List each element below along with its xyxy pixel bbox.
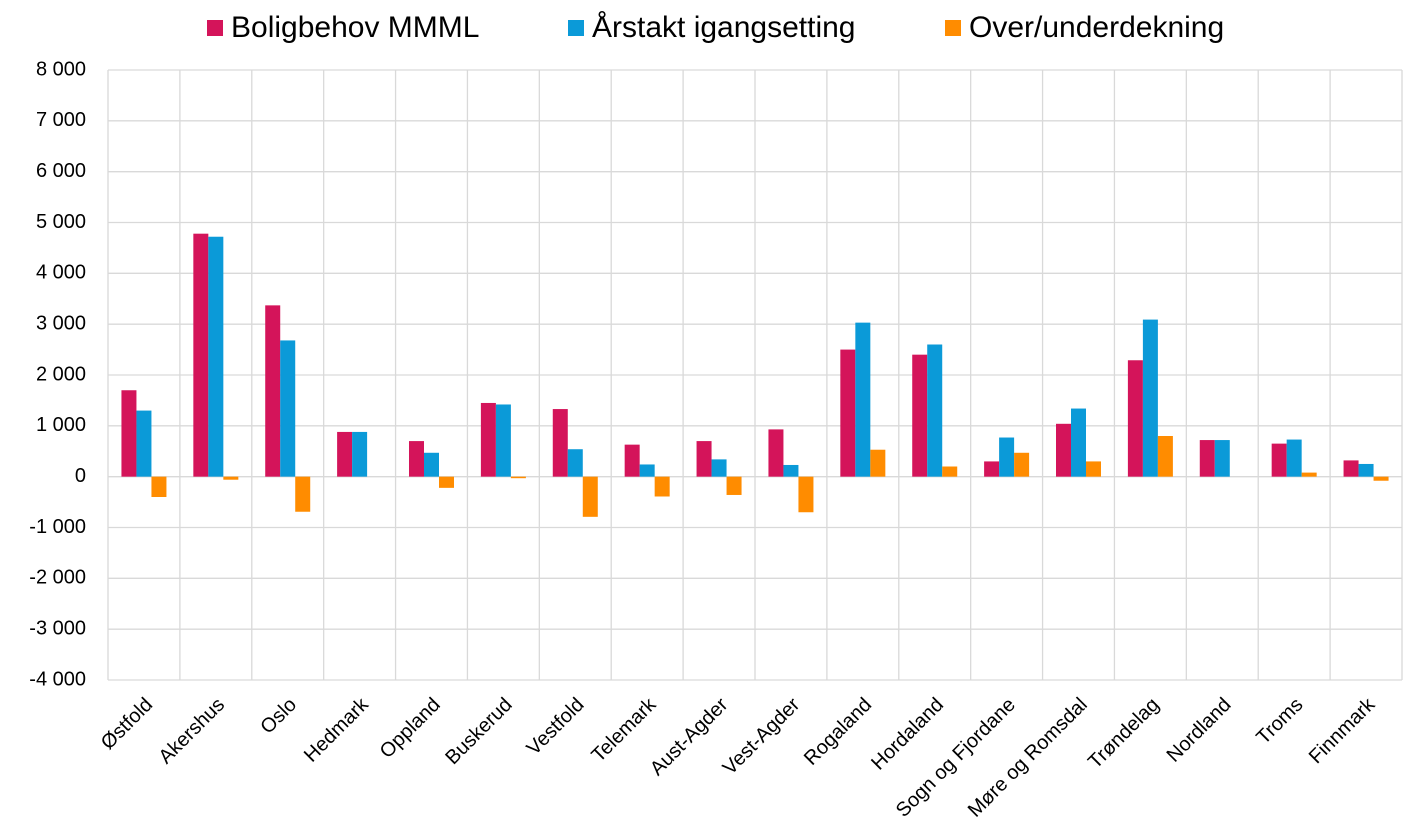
bar [1157, 436, 1173, 477]
bar [1086, 461, 1101, 477]
bar [295, 476, 311, 512]
bar [337, 431, 353, 477]
y-tick-label: 5 000 [36, 211, 86, 233]
bar [1286, 439, 1302, 477]
x-tick-label: Hedmark [300, 693, 374, 767]
bar [624, 444, 640, 477]
bar [121, 390, 137, 477]
legend-swatch [207, 20, 223, 36]
bar [193, 233, 209, 477]
bar [480, 402, 496, 477]
y-tick-label: 4 000 [36, 262, 86, 284]
x-tick-label: Vest-Agder [719, 693, 805, 779]
bar [711, 459, 727, 477]
bar [798, 476, 814, 513]
legend-label: Over/underdekning [969, 11, 1224, 44]
x-tick-label: Finnmark [1305, 693, 1380, 768]
bar [136, 410, 152, 477]
bar [151, 476, 167, 497]
bar [582, 476, 598, 517]
bar [696, 441, 712, 477]
bar [1014, 452, 1030, 477]
bar [1142, 319, 1158, 477]
x-tick-label: Oslo [256, 694, 301, 739]
y-tick-label: -2 000 [29, 567, 86, 589]
bar [1271, 443, 1287, 477]
bar [552, 409, 568, 477]
x-tick-label: Sogn og Fjordane [892, 694, 1020, 822]
x-tick-label: Telemark [588, 693, 662, 767]
bar [1199, 440, 1215, 477]
y-tick-label: 8 000 [36, 58, 86, 80]
x-tick-label: Trøndelag [1084, 694, 1163, 773]
bar [639, 464, 655, 477]
bar [352, 431, 368, 477]
legend-swatch [945, 20, 961, 36]
bar [840, 349, 856, 477]
x-tick-label: Rogaland [800, 694, 876, 770]
bar [1373, 476, 1389, 481]
bar [870, 449, 886, 477]
bar [265, 305, 281, 477]
bar [927, 344, 943, 477]
bar [510, 476, 526, 479]
bar [726, 476, 742, 495]
bar [208, 236, 224, 477]
x-tick-label: Møre og Romsdal [964, 694, 1092, 822]
bar [1301, 472, 1317, 477]
legend-label: Årstakt igangsetting [592, 11, 855, 44]
bar [1214, 440, 1230, 477]
y-tick-label: 7 000 [36, 109, 86, 131]
y-tick-label: 0 [75, 465, 86, 487]
bar [855, 322, 871, 477]
x-tick-label: Østfold [97, 694, 157, 754]
bar [1127, 360, 1143, 477]
bar [1071, 408, 1086, 477]
x-tick-label: Vestfold [523, 694, 589, 760]
bar [223, 476, 239, 480]
bar [1056, 423, 1071, 477]
x-tick-label: Nordland [1163, 694, 1236, 767]
x-tick-label: Akershus [155, 694, 230, 769]
bar [654, 476, 670, 497]
y-tick-label: -3 000 [29, 617, 86, 639]
y-tick-label: -4 000 [29, 668, 86, 690]
bar [768, 429, 784, 477]
bar [1358, 463, 1374, 477]
legend-label: Boligbehov MMML [231, 11, 479, 44]
bar [409, 441, 424, 477]
x-tick-label: Troms [1252, 694, 1307, 749]
bar [424, 452, 439, 477]
legend-swatch [568, 20, 584, 36]
bar [280, 340, 296, 477]
y-tick-label: 3 000 [36, 312, 86, 334]
bar [912, 354, 928, 477]
bar [942, 466, 958, 477]
bar [999, 437, 1015, 477]
x-tick-label: Buskerud [441, 694, 516, 769]
y-tick-label: -1 000 [29, 516, 86, 538]
x-tick-label: Oppland [376, 694, 445, 763]
bar [495, 404, 511, 477]
bar [567, 449, 583, 477]
bar [439, 476, 454, 488]
y-tick-label: 2 000 [36, 363, 86, 385]
x-tick-label: Aust-Agder [646, 693, 733, 780]
y-tick-label: 1 000 [36, 414, 86, 436]
y-tick-label: 6 000 [36, 160, 86, 182]
bar [1343, 460, 1359, 477]
bar [984, 461, 1000, 477]
bar [783, 464, 799, 477]
